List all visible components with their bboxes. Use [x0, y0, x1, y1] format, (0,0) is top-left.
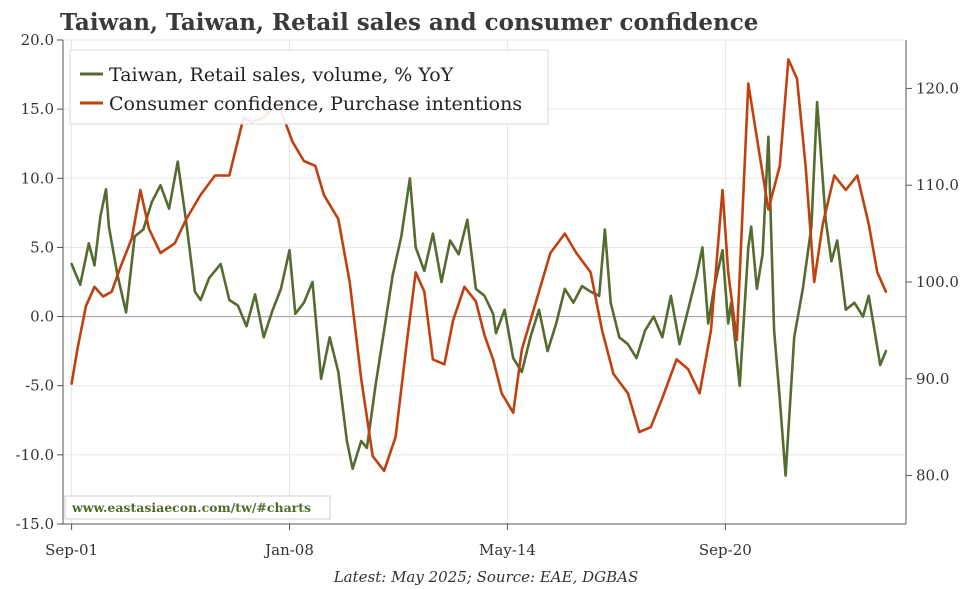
- watermark-frame: [64, 495, 331, 520]
- retail-sales-line: [70, 100, 888, 477]
- consumer-confidence-line: [70, 58, 888, 473]
- legend-box: [69, 49, 549, 125]
- legend: Taiwan, Retail sales, volume, % YoY Cons…: [69, 49, 549, 125]
- y-left-tick-label: 15.0: [21, 100, 54, 118]
- legend-label-consumer-confidence: Consumer confidence, Purchase intentions: [109, 93, 522, 115]
- watermark-text: www.eastasiaecon.com/tw/#charts: [71, 500, 311, 515]
- axes: -15.0 -10.0 -5.0 0.0 5.0 10.0 15.0 20.0 80.0 90.0…: [16, 31, 959, 559]
- x-tick-label: Sep-01: [45, 541, 98, 559]
- y-left-tick-label: 10.0: [21, 169, 54, 187]
- x-tick-label: May-14: [479, 541, 536, 559]
- y-left-tick-label: -5.0: [25, 377, 54, 395]
- source-note: Latest: May 2025; Source: EAE, DGBAS: [333, 568, 639, 586]
- chart-title: Taiwan, Taiwan, Retail sales and consume…: [60, 9, 758, 36]
- y-left-tick-label: 5.0: [30, 238, 54, 256]
- series-lines: [70, 58, 888, 477]
- y-left-tick-label: -15.0: [16, 515, 54, 533]
- y-right-tick-label: 100.0: [916, 273, 959, 291]
- y-right-tick-label: 80.0: [916, 467, 949, 485]
- y-left-tick-label: 20.0: [21, 31, 54, 49]
- x-tick-label: Sep-20: [699, 541, 752, 559]
- y-left-tick-label: -10.0: [16, 446, 54, 464]
- watermark-box: www.eastasiaecon.com/tw/#charts: [64, 495, 331, 520]
- x-tick-label: Jan-08: [263, 541, 314, 559]
- legend-label-retail-sales: Taiwan, Retail sales, volume, % YoY: [109, 64, 454, 86]
- y-right-tick-label: 90.0: [916, 370, 949, 388]
- y-left-tick-label: 0.0: [30, 308, 54, 326]
- y-right-tick-label: 120.0: [916, 79, 959, 97]
- y-right-tick-label: 110.0: [916, 176, 959, 194]
